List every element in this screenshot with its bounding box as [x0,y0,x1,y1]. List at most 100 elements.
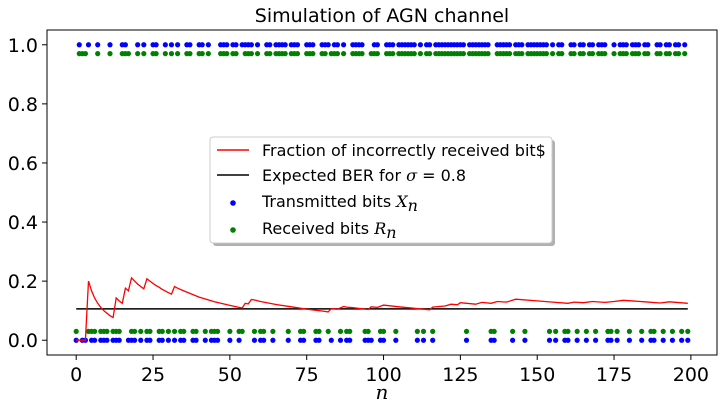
lines-layer [76,276,688,341]
received-bit-point [427,51,433,57]
transmitted-bit-point [685,337,691,343]
received-bit-point [159,328,165,334]
received-bit-point [679,328,685,334]
transmitted-bit-point [666,42,672,48]
received-bit-point [675,51,682,57]
received-bit-point [506,51,513,57]
x-axis-label: n [376,380,389,404]
received-bit-point [420,328,427,334]
transmitted-bit-point [251,337,258,343]
transmitted-bit-point [153,42,159,48]
transmitted-bit-point [546,337,553,343]
received-bit-point [626,328,633,334]
received-bit-point [559,51,565,57]
received-bit-point [92,328,98,334]
transmitted-bit-point [95,42,101,48]
transmitted-bit-point [390,42,396,48]
transmitted-bit-point [92,337,98,343]
transmitted-bit-point [682,42,688,48]
received-bit-point [666,51,672,57]
transmitted-bit-point [282,42,288,48]
transmitted-bit-point [669,337,676,343]
transmitted-bit-point [347,337,353,343]
transmitted-bit-point [593,337,599,343]
received-bit-point [390,51,396,57]
received-bit-point [141,51,147,57]
transmitted-bit-point [267,42,273,48]
x-tick-label: 150 [519,364,555,386]
received-bit-point [583,328,589,334]
received-bit-point [519,51,525,57]
transmitted-bit-point [559,42,565,48]
transmitted-bit-point [131,337,138,343]
received-bit-point [239,328,245,334]
received-bit-point [181,328,187,334]
x-tick-label: 0 [70,364,82,386]
transmitted-bit-point [73,337,79,343]
received-bit-point [546,328,553,334]
received-bit-point [251,328,258,334]
transmitted-bit-point [574,337,580,343]
received-bit-point [168,51,175,57]
received-bit-point [657,51,663,57]
legend-expected-ber-label: Expected BER for σ = 0.8 [262,166,466,185]
transmitted-bit-point [168,42,175,48]
transmitted-bit-point [414,337,420,343]
transmitted-bit-point [85,42,92,48]
transmitted-bit-point [589,42,596,48]
y-axis-ticks: 0.0 0.2 0.4 0.6 0.8 1.0 [8,35,47,352]
received-bit-point [337,328,344,334]
received-bit-point [589,51,596,57]
legend-frame [209,136,553,244]
received-bit-point [623,51,629,57]
y-tick-label: 0.6 [8,153,38,175]
transmitted-bit-point [359,42,365,48]
transmitted-bit-point [565,337,571,343]
transmitted-bit-point [583,337,589,343]
received-bit-point [580,51,586,57]
received-bit-point [460,51,467,57]
transmitted-bit-point [227,337,233,343]
received-bit-point [565,328,571,334]
y-tick-label: 0.4 [8,212,38,234]
received-bit-point [417,51,424,57]
received-bit-point [147,328,153,334]
received-bit-point [270,328,276,334]
transmitted-bit-point [571,42,577,48]
x-tick-label: 25 [141,364,165,386]
received-bit-point [347,328,353,334]
received-bit-point [485,51,491,57]
transmitted-bit-point [411,42,417,48]
transmitted-bit-point [420,337,427,343]
received-bit-point [138,328,144,334]
x-axis-ticks: 0 25 50 75 100 125 150 175 200 [70,355,709,386]
transmitted-bit-point [337,337,344,343]
transmitted-bit-point [660,337,666,343]
received-bit-point [193,328,199,334]
transmitted-bit-point [171,337,178,343]
received-bit-point [685,328,691,334]
received-bit-point [116,328,122,334]
plot-area-frame [46,29,718,356]
received-bit-point [205,51,211,57]
transmitted-bit-point [657,42,663,48]
transmitted-bit-point [187,42,193,48]
transmitted-bit-point [141,42,147,48]
received-bit-point [340,51,347,57]
transmitted-bit-point [611,42,617,48]
transmitted-bit-point [463,337,470,343]
received-bit-point [171,328,178,334]
received-bit-point [294,51,301,57]
received-bit-point [153,51,159,57]
transmitted-bit-point [301,337,307,343]
received-bit-point [187,51,193,57]
received-bit-point [510,328,516,334]
received-bit-point [267,51,273,57]
received-bit-point [374,51,380,57]
received-bit-point [254,51,261,57]
transmitted-bit-point [417,42,424,48]
received-bit-point [359,51,365,57]
y-tick-label: 0.2 [8,271,38,293]
received-bit-point [543,51,550,57]
